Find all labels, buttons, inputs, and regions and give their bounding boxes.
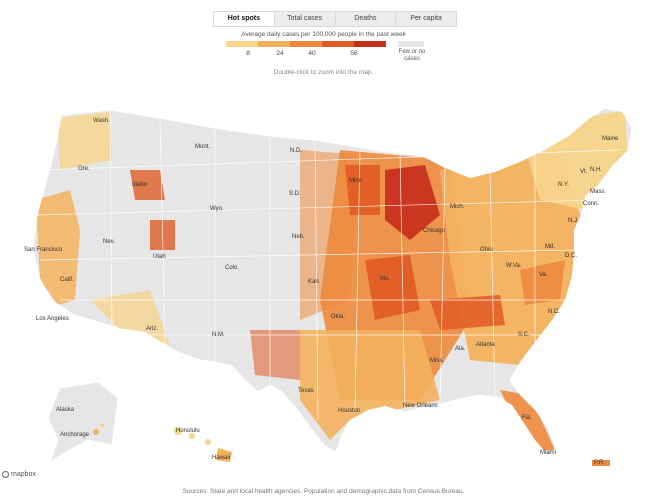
legend-swatch-3	[290, 41, 322, 47]
label-wash: Wash.	[93, 118, 110, 124]
label-pr: P.R.	[594, 460, 605, 466]
florida-fill	[500, 390, 555, 450]
southwest-fill	[90, 290, 170, 345]
label-md: Md.	[545, 244, 555, 250]
label-mo: Mo.	[380, 276, 390, 282]
us-county-map[interactable]: Wash. Mont. N.D. Minn. Ore. Idaho S.D. W…	[0, 80, 647, 480]
label-honolulu: Honolulu	[176, 428, 200, 434]
minnesota-hotspot	[345, 165, 380, 215]
pacific-nw-fill	[58, 112, 112, 170]
label-ohio: Ohio	[480, 247, 493, 253]
label-nm: N.M.	[212, 332, 225, 338]
label-conn: Conn.	[583, 201, 599, 207]
mapbox-icon	[2, 471, 9, 478]
legend-few-swatch	[398, 41, 424, 47]
label-nd: N.D.	[290, 148, 302, 154]
label-neb: Neb.	[292, 234, 305, 240]
legend-tick: 24	[276, 50, 284, 57]
legend-few-label: Few or no cases	[398, 49, 426, 62]
label-sc: S.C.	[518, 332, 530, 338]
puerto-rico	[592, 460, 610, 466]
legend-swatch-4	[322, 41, 354, 47]
hawaii	[174, 427, 232, 462]
label-wyo: Wyo.	[210, 206, 224, 212]
label-atlanta: Atlanta	[476, 342, 495, 348]
label-alaska: Alaska	[56, 407, 75, 413]
tennessee-hotspot	[430, 295, 505, 330]
legend-swatch-1	[226, 41, 258, 47]
mapbox-label: mapbox	[11, 471, 36, 478]
label-colo: Colo.	[225, 265, 239, 271]
label-hawaii: Hawaii	[212, 455, 230, 461]
label-ny: N.Y.	[558, 182, 569, 188]
label-idaho: Idaho	[132, 182, 148, 188]
label-va: Va.	[539, 272, 548, 278]
label-los-angeles: Los Angeles	[36, 316, 69, 322]
legend-color-scale	[226, 41, 386, 47]
tab-total-cases[interactable]: Total cases	[275, 12, 336, 26]
mapbox-logo[interactable]: mapbox	[2, 471, 36, 478]
legend-ticks: 8 24 40 56	[226, 50, 386, 60]
tab-hot-spots[interactable]: Hot spots	[214, 12, 275, 26]
label-kan: Kan.	[308, 279, 321, 285]
legend-swatch-5	[354, 41, 386, 47]
label-texas: Texas	[298, 388, 314, 394]
label-dc: D.C.	[565, 253, 577, 259]
zoom-hint: Double-click to zoom into the map.	[273, 69, 374, 76]
label-anchorage: Anchorage	[60, 432, 90, 438]
legend-title: Average daily cases per 100,000 people i…	[241, 31, 406, 38]
tab-per-capita[interactable]: Per capita	[410, 15, 442, 22]
label-ariz: Ariz.	[146, 326, 158, 332]
alaska	[47, 381, 119, 464]
legend-swatch-2	[258, 41, 290, 47]
label-okla: Okla.	[331, 314, 345, 320]
sources-footer: Sources: State and local health agencies…	[182, 488, 465, 495]
carolina-hotspot	[520, 260, 565, 305]
label-minn: Minn.	[349, 178, 364, 184]
texas-hotspot	[250, 330, 300, 380]
label-wva: W.Va.	[506, 263, 522, 269]
label-mass: Mass.	[590, 189, 606, 195]
tab-deaths[interactable]: Deaths	[336, 12, 397, 26]
label-ala: Ala.	[455, 346, 466, 352]
great-lakes-hotspot	[385, 165, 440, 240]
idaho-hotspot	[130, 170, 165, 200]
map-view-tabs: Hot spots Total cases Deaths Per capita	[213, 11, 457, 27]
label-sd: S.D.	[289, 191, 301, 197]
label-new-orleans: New Orleans	[403, 403, 438, 409]
label-miss: Miss.	[430, 358, 444, 364]
label-san-francisco: San Francisco	[24, 247, 63, 253]
label-miami: Miami	[540, 450, 556, 456]
label-nh: N.H.	[590, 167, 602, 173]
label-nj: N.J.	[568, 218, 579, 224]
label-maine: Maine	[602, 136, 619, 142]
state-borders	[35, 109, 621, 421]
label-ore: Ore.	[78, 166, 90, 172]
label-vt: Vt.	[580, 169, 588, 175]
legend-tick: 8	[246, 50, 250, 57]
south-fill	[300, 330, 440, 440]
label-mich: Mich.	[450, 204, 465, 210]
label-nev: Nev.	[103, 239, 115, 245]
west-coast-fill	[36, 190, 80, 305]
legend-tick: 40	[308, 50, 316, 57]
legend-tick: 56	[350, 50, 358, 57]
central-hotspot	[365, 255, 420, 320]
label-utah: Utah	[153, 254, 166, 260]
label-houston: Houston	[338, 408, 360, 414]
map-place-labels: Wash. Mont. N.D. Minn. Ore. Idaho S.D. W…	[24, 118, 619, 466]
label-fla: Fla.	[522, 415, 532, 421]
label-mont: Mont.	[195, 144, 210, 150]
label-calif: Calif.	[60, 277, 74, 283]
label-chicago: Chicago	[423, 228, 446, 234]
label-nc: N.C.	[548, 309, 560, 315]
